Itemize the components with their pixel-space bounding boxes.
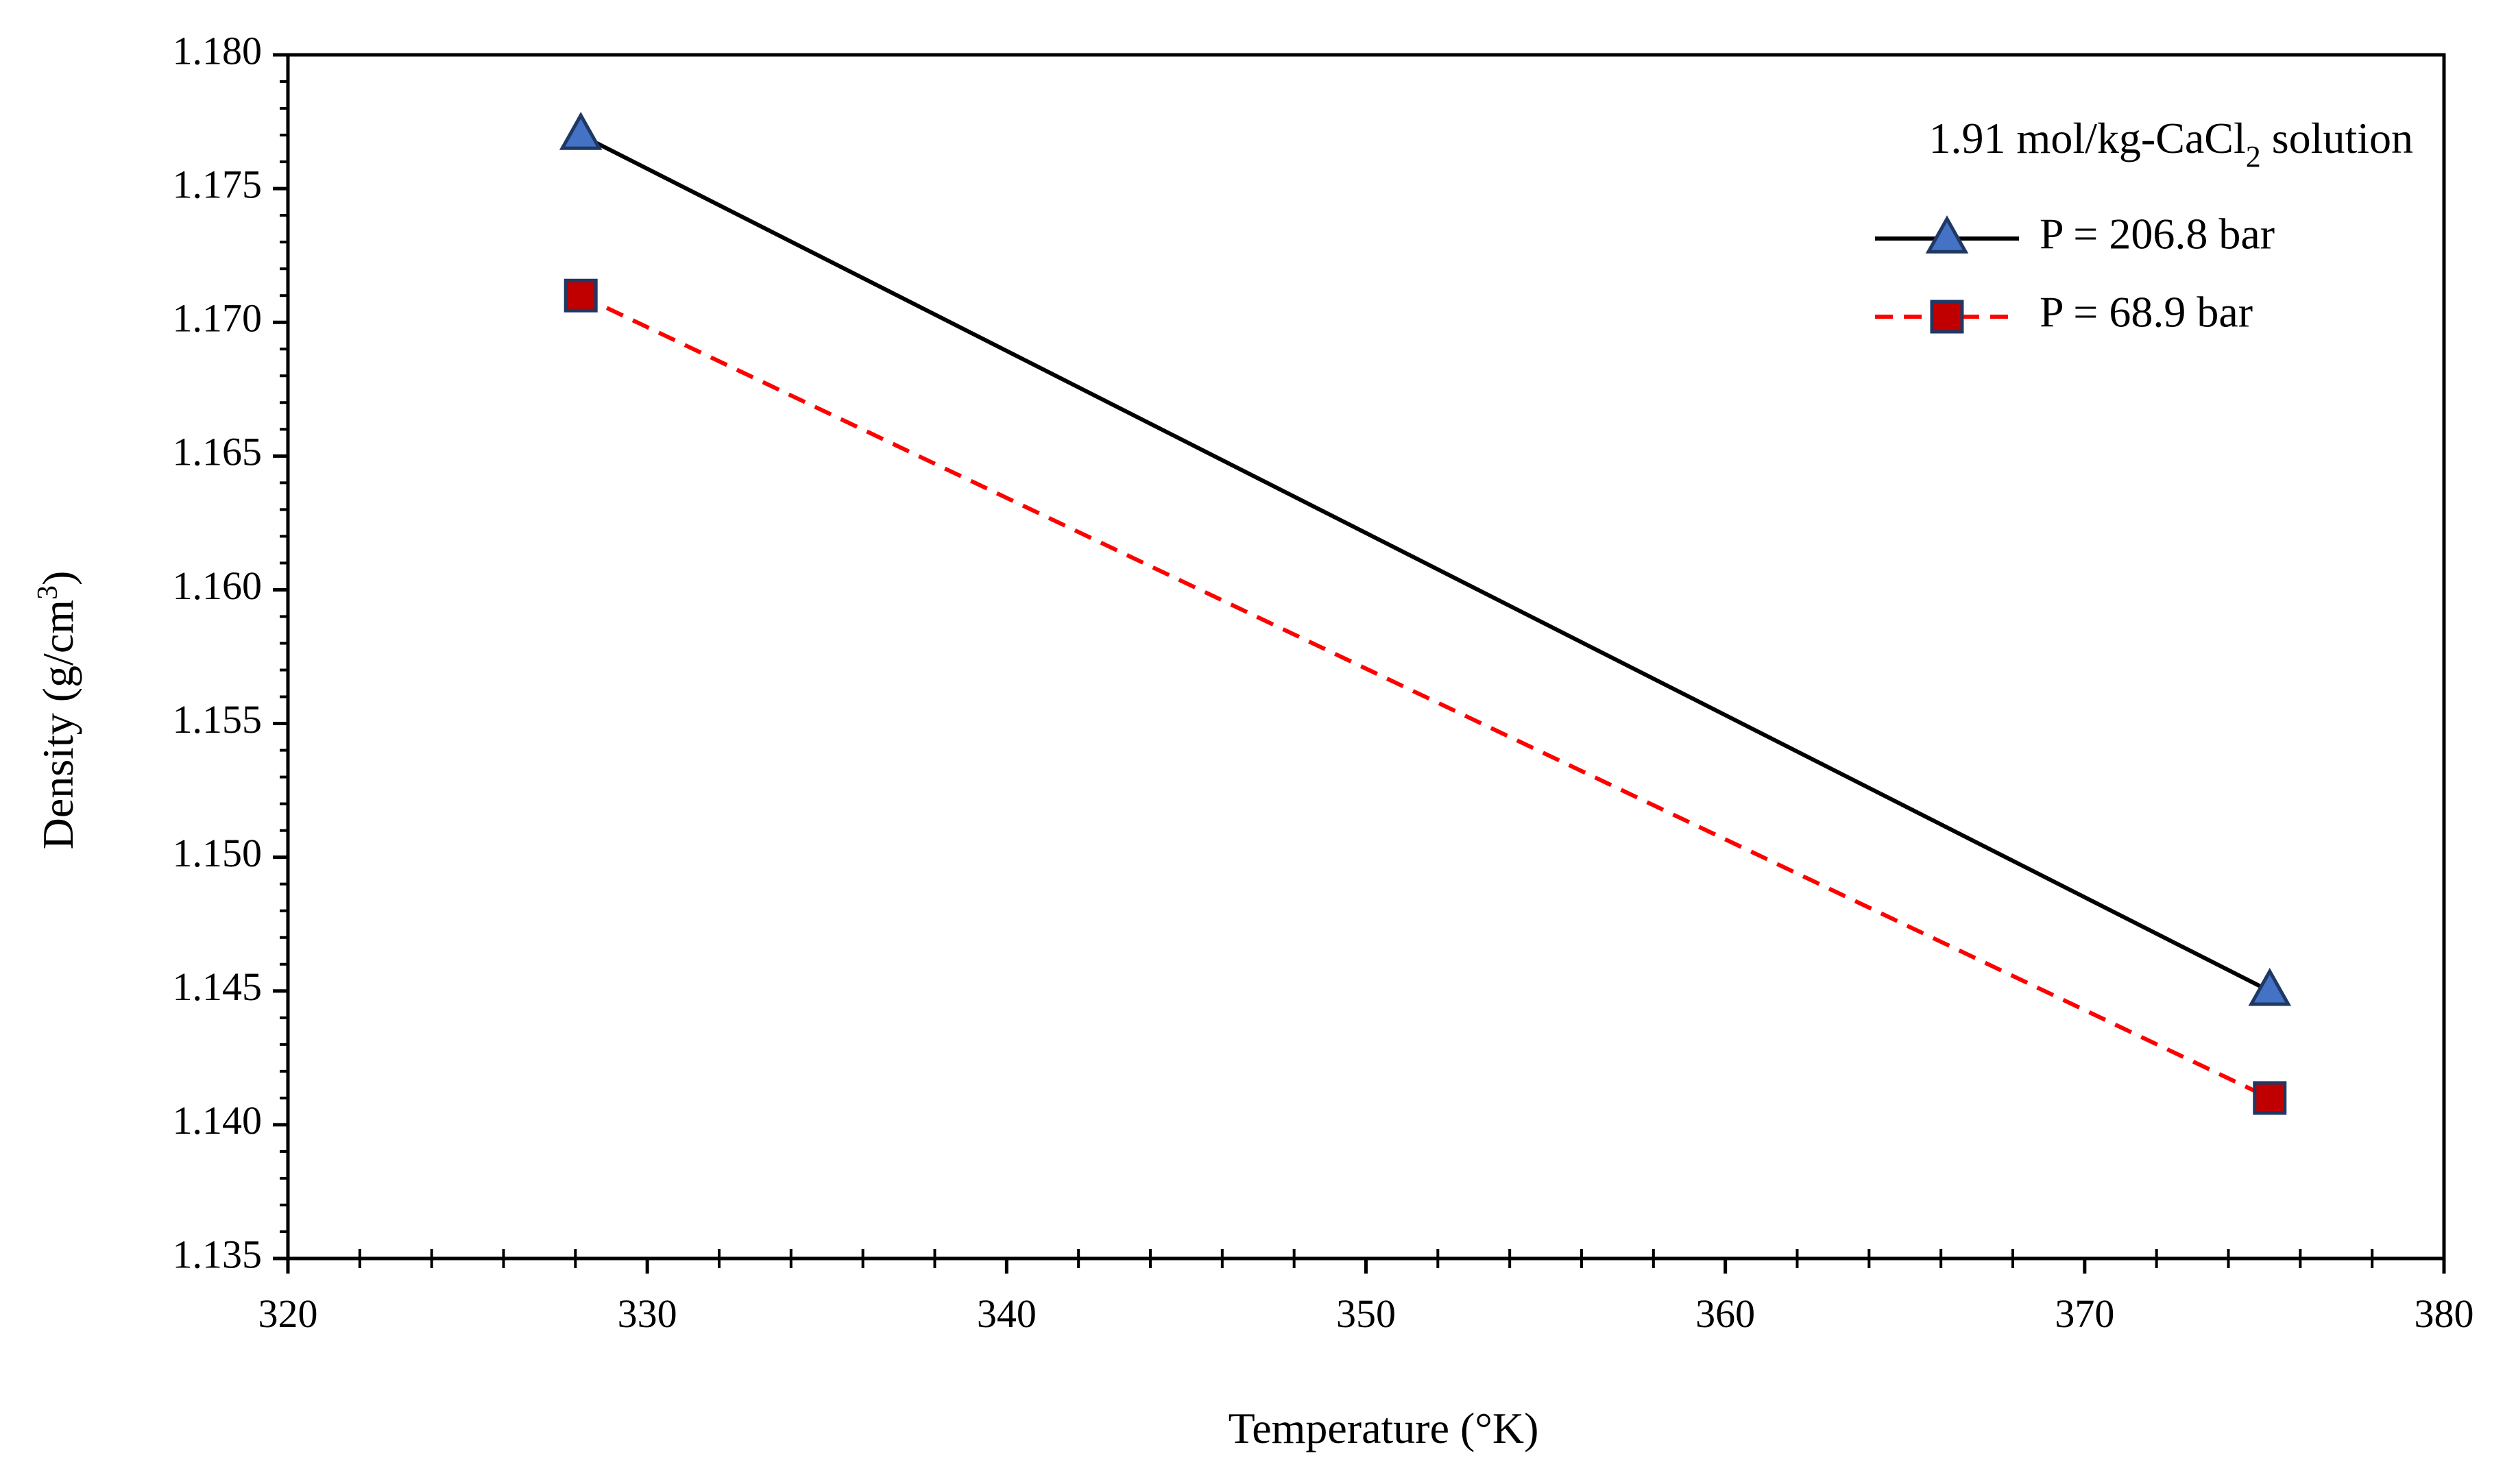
series-markers [559, 112, 2292, 1115]
legend-marker-1 [1925, 215, 1969, 254]
y-tick-label: 1.135 [173, 1232, 263, 1276]
series-1-marker [559, 112, 603, 150]
x-tick-label: 340 [977, 1291, 1037, 1336]
y-tick-labels: 1.135 1.140 1.145 1.150 1.155 1.160 1.165 1.170… [173, 28, 263, 1276]
y-tick-label: 1.170 [173, 296, 263, 341]
y-axis-title-superscript: 3 [32, 585, 64, 600]
x-tick-label: 380 [2415, 1291, 2474, 1336]
series-2-marker [2253, 1081, 2287, 1115]
x-tick-label: 330 [618, 1291, 677, 1336]
y-axis-title-main: Density (g/cm [34, 600, 82, 849]
legend-entries: P = 206.8 bar P = 68.9 bar [1875, 210, 2275, 337]
legend-title-main: 1.91 mol/kg-CaCl [1929, 114, 2246, 162]
series-2-marker [564, 278, 598, 313]
series-line-2 [579, 293, 2271, 1100]
y-tick-label: 1.145 [173, 964, 263, 1009]
y-tick-label: 1.155 [173, 697, 263, 742]
x-tick-label: 370 [2055, 1291, 2114, 1336]
major-ticks [273, 53, 2446, 1274]
y-axis-title: Density (g/cm3) [32, 571, 82, 850]
series-line-1 [579, 133, 2271, 993]
legend-label-1: P = 206.8 bar [2040, 210, 2275, 258]
y-tick-label: 1.160 [173, 563, 263, 608]
x-tick-label: 320 [258, 1291, 318, 1336]
legend-label-2: P = 68.9 bar [2040, 288, 2253, 337]
x-tick-label: 360 [1695, 1291, 1755, 1336]
x-tick-label: 350 [1336, 1291, 1396, 1336]
y-tick-label: 1.165 [173, 430, 263, 474]
y-axis-title-close: ) [34, 571, 82, 585]
y-tick-label: 1.180 [173, 28, 263, 73]
x-tick-labels: 320 330 340 350 360 370 380 [258, 1291, 2474, 1336]
minor-ticks [280, 80, 2374, 1268]
legend-title-subscript: 2 [2246, 140, 2261, 173]
legend: 1.91 mol/kg-CaCl2 solution P = 206.8 bar… [1875, 114, 2413, 337]
series-lines [579, 133, 2271, 1100]
y-tick-label: 1.150 [173, 831, 263, 875]
y-tick-label: 1.175 [173, 162, 263, 206]
y-tick-label: 1.140 [173, 1098, 263, 1143]
legend-title: 1.91 mol/kg-CaCl2 solution [1929, 114, 2413, 173]
series-1-marker [2248, 967, 2292, 1006]
plot-area-frame [286, 53, 2446, 1261]
legend-title-end: solution [2261, 114, 2413, 162]
x-axis-title: Temperature (°K) [1229, 1404, 1539, 1452]
legend-marker-2 [1930, 300, 1964, 334]
